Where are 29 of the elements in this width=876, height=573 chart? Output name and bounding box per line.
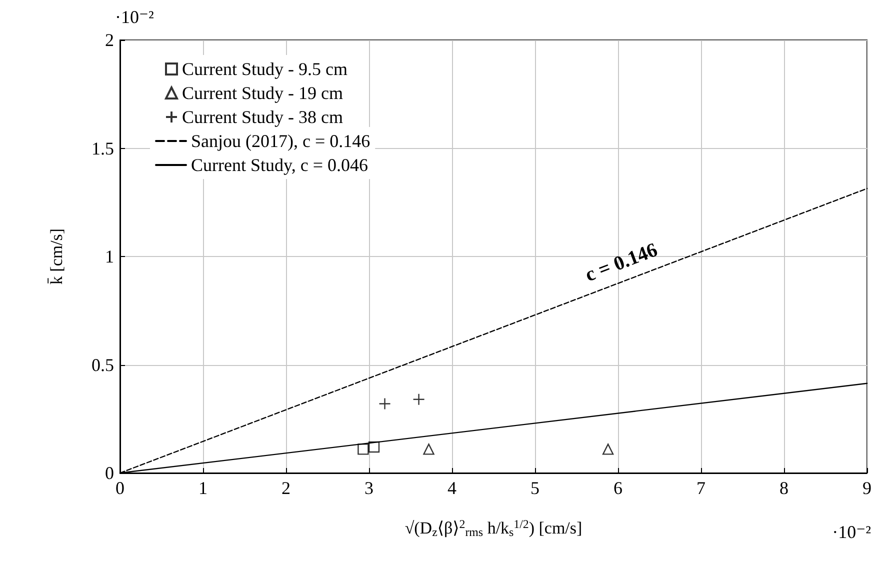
point	[378, 398, 391, 410]
point	[368, 441, 380, 453]
point	[358, 444, 369, 455]
x-tick-label: 6	[614, 478, 622, 498]
x-tick-label: 3	[364, 478, 374, 498]
legend-label: Current Study, c = 0.046	[191, 155, 368, 175]
x-tick-label: 1	[198, 478, 208, 498]
legend-label: Current Study - 9.5 cm	[182, 59, 348, 79]
text: ·10⁻²	[832, 522, 871, 542]
y-axis-title: k̄ [cm/s]	[47, 228, 66, 285]
x-tick-label: 7	[696, 478, 706, 498]
x-tick-label: 5	[530, 478, 540, 498]
point	[602, 444, 614, 455]
point	[423, 444, 434, 455]
y-tick-label: 0.5	[92, 354, 114, 375]
y-tick-label: 2	[105, 30, 114, 50]
legend-label: Current Study - 38 cm	[182, 107, 343, 127]
y-tick-label: 1	[105, 246, 114, 266]
text: ·10⁻²	[115, 7, 154, 27]
x-tick-label: 4	[448, 478, 456, 498]
x-tick-label: 2	[282, 478, 290, 498]
annotation: c = 0.146	[582, 238, 661, 286]
x-tick-label: 9	[862, 478, 872, 498]
y-tick-label: 0	[105, 463, 114, 483]
legend-label: Current Study - 19 cm	[182, 83, 343, 103]
y-tick-label: 1.5	[92, 138, 114, 158]
x-tick-label: 8	[780, 478, 788, 498]
legend-label: Sanjou (2017), c = 0.146	[191, 131, 370, 151]
point	[412, 393, 425, 406]
